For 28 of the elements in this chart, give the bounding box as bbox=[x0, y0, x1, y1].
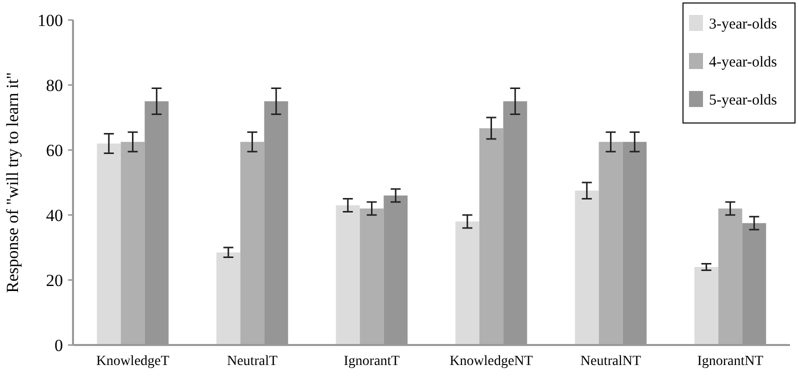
bar bbox=[120, 142, 145, 345]
y-tick-label: 0 bbox=[54, 336, 63, 355]
y-tick-label: 20 bbox=[46, 270, 63, 290]
y-axis-title: Response of "will try to learn it" bbox=[3, 72, 22, 293]
x-tick-label: KnowledgeT bbox=[96, 354, 170, 369]
bar bbox=[574, 190, 599, 345]
legend-label: 4-year-olds bbox=[709, 54, 778, 70]
bar bbox=[598, 142, 623, 345]
y-tick-label: 40 bbox=[46, 206, 63, 225]
x-tick-label: NeutralT bbox=[226, 354, 278, 369]
bar bbox=[216, 252, 240, 345]
x-tick-label: IgnorantT bbox=[344, 354, 400, 369]
y-tick-label: 80 bbox=[46, 76, 63, 95]
x-tick-label: KnowledgeNT bbox=[450, 354, 534, 369]
legend-label: 3-year-olds bbox=[709, 16, 778, 32]
bar bbox=[336, 205, 360, 345]
y-tick-label: 100 bbox=[38, 10, 63, 30]
bar bbox=[96, 144, 121, 345]
legend-label: 5-year-olds bbox=[709, 92, 778, 108]
x-tick-label: IgnorantNT bbox=[697, 354, 764, 369]
y-tick-label: 60 bbox=[46, 140, 63, 160]
bar bbox=[455, 222, 480, 345]
bar bbox=[360, 208, 384, 345]
bar bbox=[718, 208, 742, 345]
bar bbox=[694, 267, 718, 345]
bar bbox=[479, 128, 504, 345]
bar bbox=[240, 142, 264, 345]
x-tick-label: NeutralNT bbox=[580, 354, 642, 369]
